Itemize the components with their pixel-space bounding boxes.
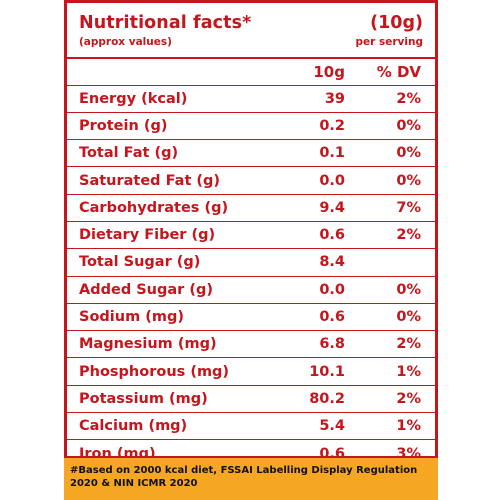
nutrient-amount: 8.4 [319,254,345,271]
nutrient-amount: 0.6 [319,309,345,326]
nutrient-name: Protein (g) [79,117,168,134]
table-row: Potassium (mg) 80.2 2% [67,384,435,412]
nutrient-dv: 7% [396,199,421,216]
table-row: Protein (g) 0.2 0% [67,111,435,139]
table-row: Iron (mg) 0.6 3% [67,439,435,466]
label-subheader: (approx values) per serving [79,36,423,48]
footer-note: #Based on 2000 kcal diet, FSSAI Labellin… [64,458,438,500]
nutrient-amount: 0.2 [319,117,345,134]
table-row: Dietary Fiber (g) 0.6 2% [67,220,435,248]
nutrient-name: Saturated Fat (g) [79,172,221,189]
nutrition-label-body: Nutritional facts* (10g) (approx values)… [67,3,435,462]
nutrient-dv: 0% [396,145,421,162]
table-row: Sodium (mg) 0.6 0% [67,302,435,330]
label-header: Nutritional facts* (10g) [79,13,423,33]
header-divider [67,57,435,59]
nutrient-amount: 0.1 [319,145,345,162]
approx-values-note: (approx values) [79,36,172,48]
nutrient-name: Phosphorous (mg) [79,363,230,380]
table-row: Added Sugar (g) 0.0 0% [67,275,435,303]
nutrient-name: Added Sugar (g) [79,281,214,298]
nutrient-amount: 5.4 [319,418,345,435]
table-row: Calcium (mg) 5.4 1% [67,412,435,439]
serving-size: (10g) [370,13,423,33]
nutrient-dv: 1% [396,363,421,380]
nutrient-name: Total Sugar (g) [79,254,201,271]
nutrient-dv: 0% [396,172,421,189]
per-serving-note: per serving [355,36,423,48]
nutrient-amount: 0.0 [319,172,345,189]
column-header-dv: % DV [376,62,421,81]
nutrient-name: Calcium (mg) [79,418,188,435]
nutrient-name: Magnesium (mg) [79,336,217,353]
nutrient-dv: 2% [396,90,421,107]
nutrient-name: Potassium (mg) [79,390,208,407]
table-row: Saturated Fat (g) 0.0 0% [67,166,435,193]
nutrient-name: Energy (kcal) [79,90,188,107]
nutrient-dv: 0% [396,281,421,298]
table-row: Energy (kcal) 39 2% [67,84,435,112]
nutrient-dv: 2% [396,227,421,244]
nutrient-name: Iron (mg) [79,445,156,462]
nutrient-amount: 39 [324,90,345,107]
nutrient-table: Energy (kcal) 39 2% Protein (g) 0.2 0% Total F… [67,84,435,467]
nutrient-amount: 0.6 [319,445,345,462]
nutrient-amount: 0.0 [319,281,345,298]
nutrient-amount: 0.6 [319,227,345,244]
nutrient-dv: 0% [396,117,421,134]
nutrient-dv: 1% [396,418,421,435]
nutrient-dv: 0% [396,309,421,326]
table-row: Total Fat (g) 0.1 0% [67,139,435,166]
nutrient-name: Total Fat (g) [79,145,179,162]
table-row: Carbohydrates (g) 9.4 7% [67,193,435,221]
nutrient-amount: 80.2 [309,390,345,407]
table-row: Total Sugar (g) 8.4 [67,248,435,275]
column-headers: 10g % DV [79,59,423,85]
nutrient-amount: 10.1 [309,363,345,380]
nutrient-dv: 3% [396,445,421,462]
nutrient-amount: 9.4 [319,199,345,216]
nutrition-label: Nutritional facts* (10g) (approx values)… [64,0,438,462]
nutrient-name: Carbohydrates (g) [79,199,229,216]
label-title: Nutritional facts* [79,13,252,33]
nutrient-dv: 2% [396,336,421,353]
nutrient-dv: 2% [396,390,421,407]
column-header-amount: 10g [313,62,345,81]
table-row: Phosphorous (mg) 10.1 1% [67,357,435,384]
nutrient-name: Dietary Fiber (g) [79,227,216,244]
nutrient-amount: 6.8 [319,336,345,353]
nutrient-name: Sodium (mg) [79,309,184,326]
table-row: Magnesium (mg) 6.8 2% [67,330,435,357]
